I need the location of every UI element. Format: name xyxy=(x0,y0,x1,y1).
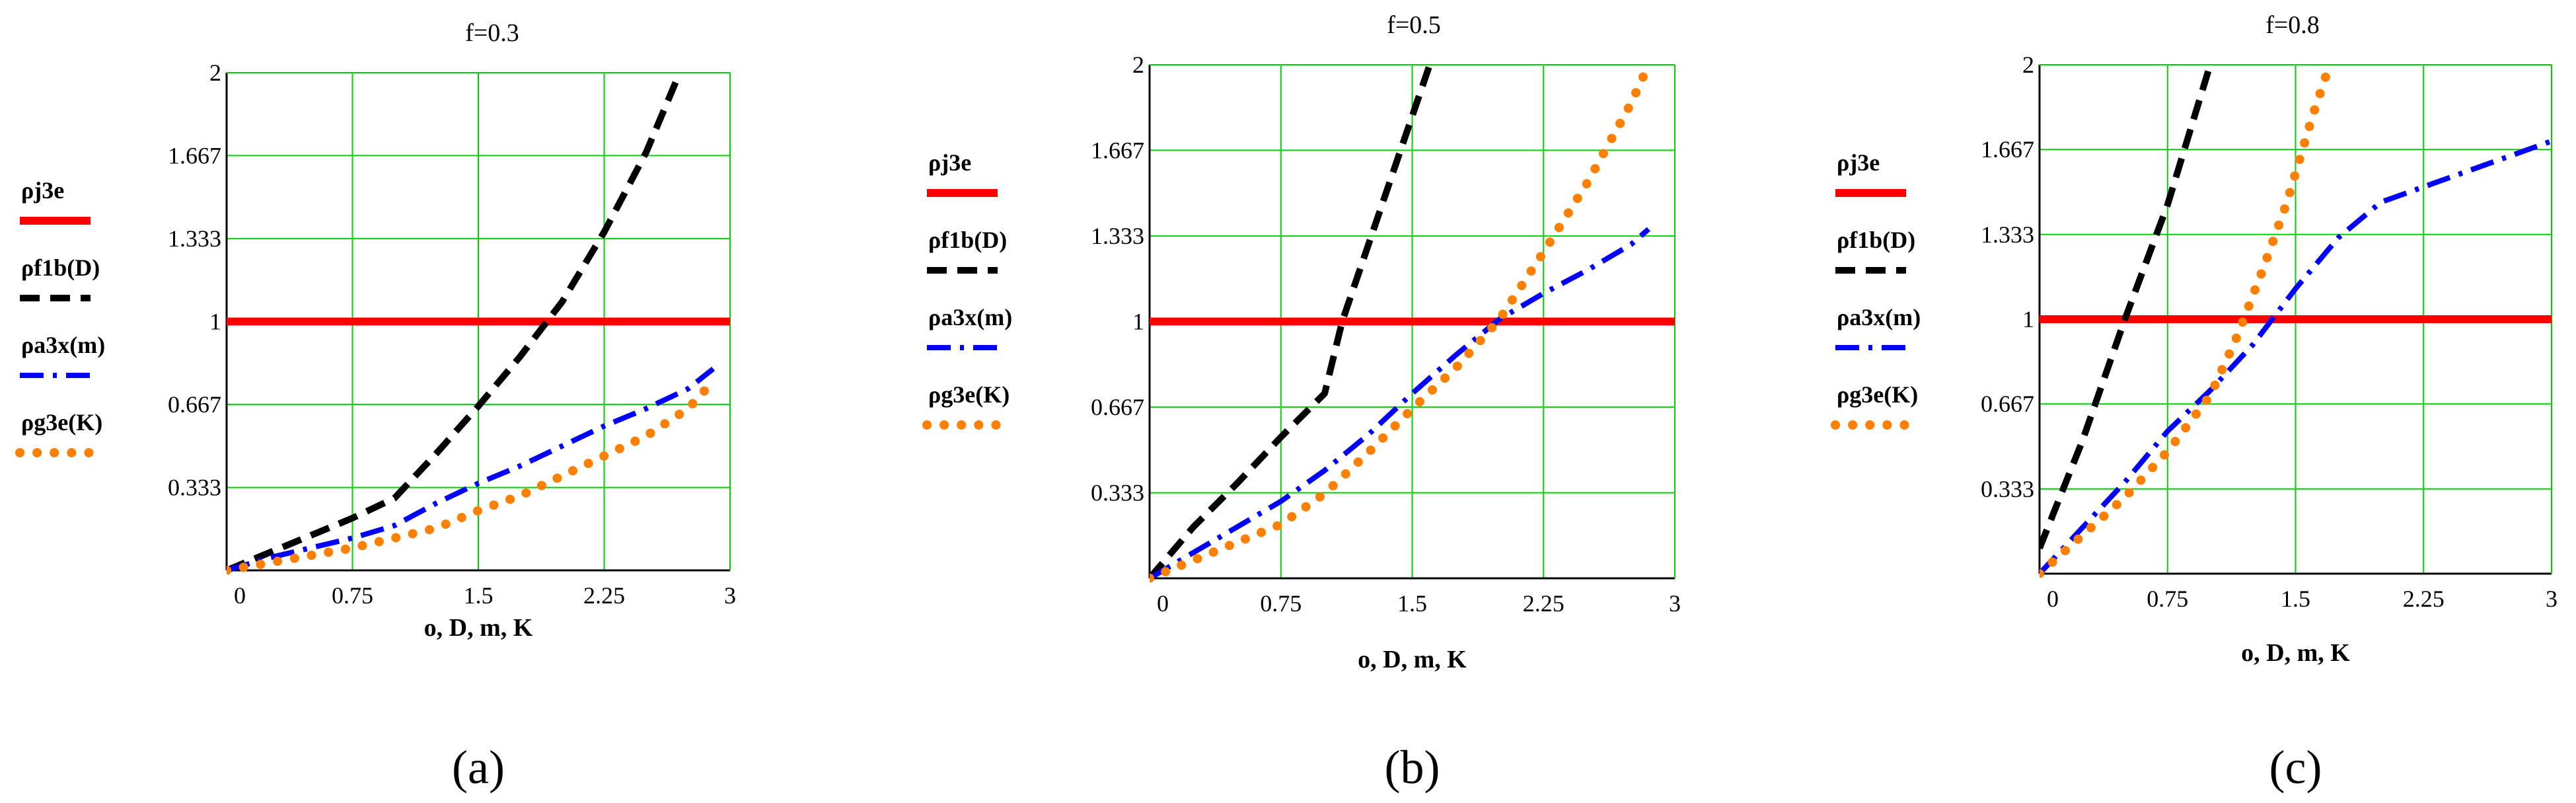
y-tick-label: 0.333 xyxy=(1981,476,2034,502)
legend-label: ρf1b(D) xyxy=(21,254,100,281)
y-tick-label: 2 xyxy=(2022,52,2034,78)
y-tick-label: 2 xyxy=(1132,52,1144,78)
x-tick-label: 0.75 xyxy=(1260,590,1302,617)
legend-label: ρf1b(D) xyxy=(928,227,1007,253)
y-tick-label: 1.667 xyxy=(1091,137,1144,163)
x-tick-label: 0.75 xyxy=(332,582,373,609)
chart-title: f=0.5 xyxy=(1387,11,1441,39)
series-line-3 xyxy=(2040,138,2552,576)
x-tick-label: 0 xyxy=(1157,590,1169,617)
series-line-3 xyxy=(1150,227,1650,581)
chart-title: f=0.3 xyxy=(465,19,519,47)
x-tick-label: 0 xyxy=(2047,586,2059,612)
y-tick-label: 2 xyxy=(209,59,221,86)
y-tick-label: 1.333 xyxy=(168,225,221,252)
x-tick-label: 3 xyxy=(1669,590,1681,617)
series-line-3 xyxy=(227,366,716,573)
y-tick-label: 1.333 xyxy=(1091,223,1144,249)
y-tick-label: 0.333 xyxy=(168,475,221,501)
x-tick-label: 2.25 xyxy=(1523,590,1564,617)
y-tick-label: 1 xyxy=(1132,309,1144,335)
chart-panel-3: 0 0.75 1.5 2.25 3 0.333 0.667 1 1.333 1.667 2 f=0.8… xyxy=(1831,11,2558,794)
series-line-4 xyxy=(1150,61,1654,582)
series-line-4 xyxy=(227,376,718,574)
y-tick-label: 0.333 xyxy=(1091,480,1144,506)
legend-label: ρj3e xyxy=(928,149,971,176)
panel-caption: (a) xyxy=(452,741,505,794)
y-tick-label: 0.667 xyxy=(1981,391,2034,417)
series-line-4 xyxy=(2040,61,2335,578)
y-tick-label: 1 xyxy=(2022,306,2034,332)
y-tick-label: 1.667 xyxy=(168,142,221,169)
legend-label: ρg3e(K) xyxy=(21,409,102,436)
x-axis-label: o, D, m, K xyxy=(424,614,533,642)
x-tick-label: 0.75 xyxy=(2147,586,2188,612)
panel-caption: (b) xyxy=(1385,741,1440,794)
x-tick-label: 1.5 xyxy=(464,582,494,609)
series-line-2 xyxy=(227,71,683,574)
series-line-2 xyxy=(1150,63,1433,581)
legend-label: ρg3e(K) xyxy=(928,381,1010,408)
x-tick-label: 1.5 xyxy=(1397,590,1427,617)
x-tick-label: 3 xyxy=(724,582,736,609)
y-tick-label: 0.667 xyxy=(1091,394,1144,420)
y-tick-label: 1 xyxy=(209,309,221,335)
x-tick-label: 3 xyxy=(2546,586,2558,612)
x-tick-label: 2.25 xyxy=(583,582,625,609)
legend-label: ρa3x(m) xyxy=(21,332,105,358)
chart-title: f=0.8 xyxy=(2265,11,2320,39)
x-tick-label: 0 xyxy=(234,582,246,609)
y-tick-label: 0.667 xyxy=(168,391,221,418)
x-tick-label: 1.5 xyxy=(2281,586,2310,612)
y-tick-label: 1.333 xyxy=(1981,221,2034,248)
legend-label: ρj3e xyxy=(1837,149,1880,176)
legend-label: ρa3x(m) xyxy=(928,304,1012,330)
series-line-2 xyxy=(2040,63,2214,550)
chart-panel-1: 0 0.75 1.5 2.25 3 0.333 0.667 1 1.333 1.667 2 f=0.3… xyxy=(15,19,736,794)
x-axis-label: o, D, m, K xyxy=(1358,646,1467,673)
legend-label: ρf1b(D) xyxy=(1837,227,1915,253)
legend-label: ρj3e xyxy=(21,177,64,204)
x-tick-label: 2.25 xyxy=(2403,586,2445,612)
panel-caption: (c) xyxy=(2269,741,2322,794)
x-axis-label: o, D, m, K xyxy=(2241,639,2350,667)
chart-panel-2: 0 0.75 1.5 2.25 3 0.333 0.667 1 1.333 1.667 2 f=0.5… xyxy=(922,11,1681,794)
y-tick-label: 1.667 xyxy=(1981,136,2034,163)
legend-label: ρa3x(m) xyxy=(1837,304,1921,330)
legend-label: ρg3e(K) xyxy=(1837,381,1918,408)
